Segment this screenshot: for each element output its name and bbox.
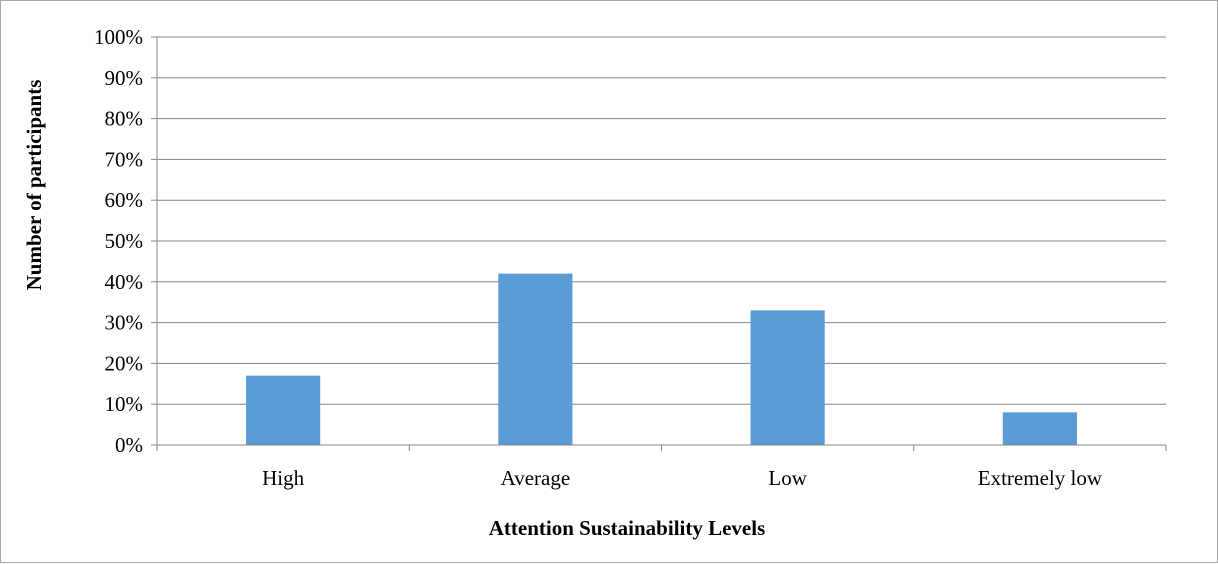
bar (246, 375, 321, 445)
gridlines (157, 36, 1166, 405)
bar (750, 310, 825, 445)
x-tick-labels: High Average Low Extremely low (262, 466, 1103, 490)
y-tick-label: 30% (105, 311, 144, 335)
x-tick-label: High (262, 466, 305, 490)
y-tick-label: 80% (105, 107, 144, 131)
y-tick-label: 50% (105, 229, 144, 253)
y-tick-label: 20% (105, 351, 144, 375)
y-tick-label: 90% (105, 66, 144, 90)
x-tick-label: Extremely low (978, 466, 1103, 490)
y-tick-label: 60% (105, 188, 144, 212)
bars (246, 273, 1077, 445)
y-tick-label: 0% (115, 433, 143, 457)
y-tick-label: 10% (105, 392, 144, 416)
y-axis-title: Number of participants (22, 80, 46, 291)
y-tick-labels: 0% 10% 20% 30% 40% 50% 60% 70% 80% 90% 100% (94, 25, 143, 457)
bar (498, 273, 573, 445)
x-axis-title: Attention Sustainability Levels (489, 516, 766, 540)
y-tick-label: 100% (94, 25, 143, 49)
x-tick-label: Low (768, 466, 807, 490)
axes (151, 36, 1167, 451)
y-tick-label: 70% (105, 147, 144, 171)
x-tick-label: Average (501, 466, 571, 490)
bar (1002, 412, 1077, 445)
y-tick-label: 40% (105, 270, 144, 294)
